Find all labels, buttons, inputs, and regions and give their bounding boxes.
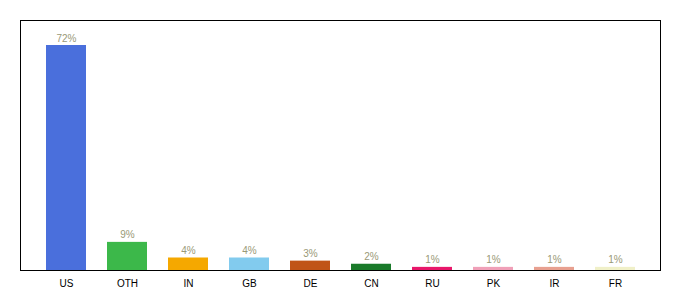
svg-text:DE: DE [304, 278, 318, 289]
svg-text:4%: 4% [181, 245, 196, 256]
svg-text:3%: 3% [303, 248, 318, 259]
svg-text:1%: 1% [425, 254, 440, 265]
svg-text:72%: 72% [56, 33, 76, 44]
svg-text:RU: RU [425, 278, 439, 289]
svg-text:US: US [60, 278, 74, 289]
svg-text:IN: IN [184, 278, 194, 289]
svg-text:IR: IR [550, 278, 560, 289]
svg-text:PK: PK [487, 278, 501, 289]
svg-text:4%: 4% [242, 245, 257, 256]
svg-text:FR: FR [609, 278, 622, 289]
svg-text:2%: 2% [364, 251, 379, 262]
svg-text:9%: 9% [120, 229, 135, 240]
svg-text:1%: 1% [547, 254, 562, 265]
svg-text:GB: GB [242, 278, 257, 289]
svg-text:OTH: OTH [117, 278, 138, 289]
svg-text:1%: 1% [608, 254, 623, 265]
svg-text:CN: CN [364, 278, 378, 289]
svg-text:1%: 1% [486, 254, 501, 265]
